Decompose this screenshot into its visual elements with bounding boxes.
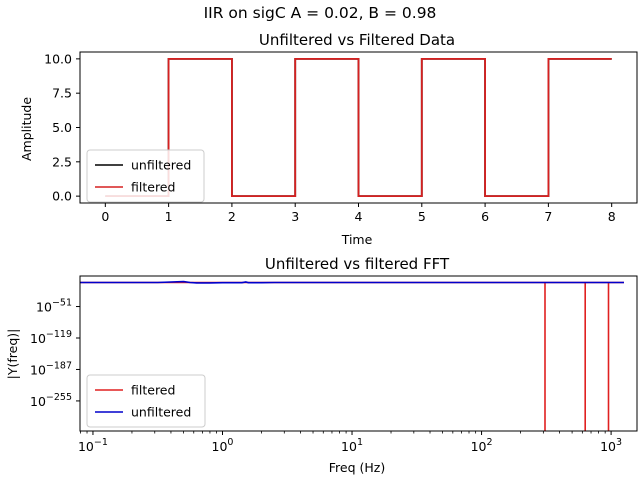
legend-box [86, 149, 205, 203]
x-tick-label: 0 [101, 209, 109, 224]
top-y-axis-label: Amplitude [19, 97, 34, 161]
y-tick-label: 5.0 [52, 120, 72, 135]
x-tick-label: 103 [600, 437, 622, 454]
x-tick-label: 1 [165, 209, 173, 224]
x-tick-label: 6 [481, 209, 489, 224]
legend-label-filtered: filtered [131, 180, 175, 195]
x-tick-label: 102 [471, 437, 493, 454]
y-tick-label: 10−51 [36, 298, 72, 315]
y-tick-label: 0.0 [52, 189, 72, 204]
legend-label-unfiltered: unfiltered [131, 158, 191, 173]
figure-suptitle: IIR on sigC A = 0.02, B = 0.98 [204, 4, 437, 22]
x-tick-label: 10−1 [78, 437, 108, 454]
bottom-chart-title: Unfiltered vs filtered FFT [265, 255, 450, 273]
bottom-plot-area: 10−1 100 101 102 103 10−51 10−119 10−187 10−255 f… [30, 275, 638, 454]
y-tick-label: 10−119 [30, 329, 72, 346]
x-tick-label: 5 [418, 209, 426, 224]
top-plot-area: 0 1 2 3 4 5 6 7 8 0.0 2.5 5.0 7.5 10.0 unfiltered filte… [44, 51, 638, 224]
series-line-filtered [80, 281, 624, 431]
y-tick-label: 10−187 [30, 360, 72, 377]
x-tick-label: 100 [212, 437, 234, 454]
y-tick-label: 2.5 [52, 154, 72, 169]
legend-box [86, 374, 206, 428]
y-tick-label: 10.0 [44, 51, 72, 66]
y-tick-label: 7.5 [52, 86, 72, 101]
x-tick-label: 2 [228, 209, 236, 224]
bottom-x-axis-label: Freq (Hz) [329, 460, 385, 475]
bottom-y-axis-label: |Y(freq)| [5, 329, 20, 380]
top-chart-title: Unfiltered vs Filtered Data [259, 31, 455, 49]
series-line-filtered [105, 58, 612, 198]
y-tick-label: 10−255 [30, 392, 72, 409]
x-tick-label: 7 [544, 209, 552, 224]
legend-label-unfiltered: unfiltered [131, 405, 191, 420]
x-tick-label: 8 [608, 209, 616, 224]
legend-label-filtered: filtered [131, 383, 175, 398]
bottom-axes-frame [79, 275, 638, 432]
series-line-unfiltered [80, 280, 624, 284]
x-tick-label: 3 [291, 209, 299, 224]
top-x-axis-label: Time [341, 232, 373, 247]
x-tick-label: 101 [341, 437, 363, 454]
x-tick-label: 4 [355, 209, 363, 224]
time-domain-chart: Unfiltered vs Filtered Data 0 1 2 3 4 5 6 7 8 0.0… [19, 31, 638, 247]
fft-chart: Unfiltered vs filtered FFT 10−1 100 101 102… [5, 255, 638, 475]
